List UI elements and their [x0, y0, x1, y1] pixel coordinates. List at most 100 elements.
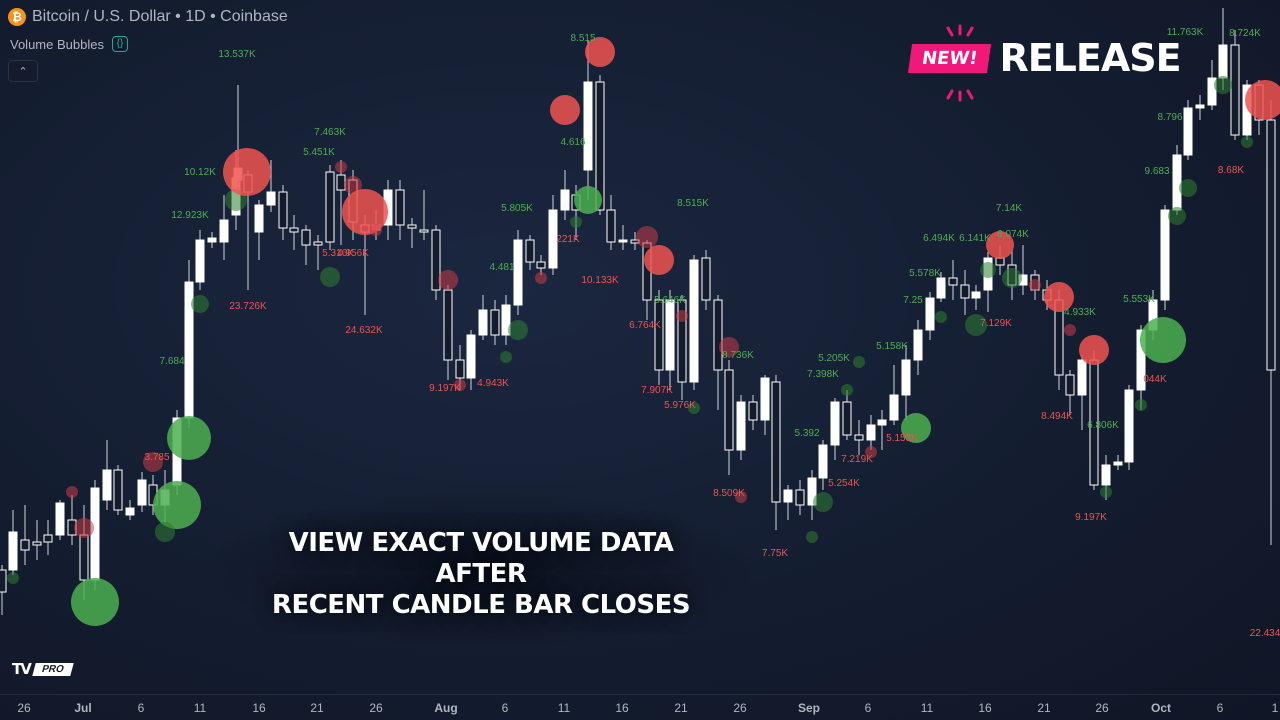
candle	[1195, 95, 1205, 120]
volume-bubble-down[interactable]	[535, 272, 547, 284]
volume-bubble-up[interactable]	[1002, 268, 1022, 288]
volume-bubble-up[interactable]	[153, 481, 201, 529]
candle	[395, 180, 405, 240]
volume-bubble-up[interactable]	[935, 311, 947, 323]
x-tick-label: 21	[1037, 701, 1051, 715]
x-tick-label: 16	[252, 701, 266, 715]
candle	[877, 410, 887, 450]
volume-bubble-down[interactable]	[1079, 335, 1109, 365]
volume-bubble-up[interactable]	[813, 492, 833, 512]
volume-label: 4.956K	[337, 248, 369, 259]
volume-bubble-up[interactable]	[901, 413, 931, 443]
volume-bubble-up[interactable]	[980, 262, 996, 278]
release-title: RELEASE	[999, 36, 1181, 80]
volume-bubble-up[interactable]	[508, 320, 528, 340]
volume-bubble-up[interactable]	[1100, 486, 1112, 498]
source-code-icon[interactable]: {}	[111, 36, 128, 52]
volume-label: 8.509K	[713, 488, 745, 499]
volume-bubble-down[interactable]	[644, 245, 674, 275]
volume-bubble-down[interactable]	[1245, 80, 1280, 120]
volume-bubble-down[interactable]	[438, 270, 458, 290]
collapse-legend-button[interactable]: ⌃	[8, 60, 38, 82]
volume-bubble-up[interactable]	[570, 216, 582, 228]
volume-bubble-down[interactable]	[719, 337, 739, 357]
volume-label: 9.197K	[1075, 512, 1107, 523]
volume-bubble-up[interactable]	[965, 314, 987, 336]
x-tick-label: 6	[502, 701, 509, 715]
volume-bubble-down[interactable]	[342, 189, 388, 235]
volume-label: 4.943K	[477, 378, 509, 389]
x-tick-label: 16	[978, 701, 992, 715]
x-tick-label: Oct	[1151, 701, 1171, 715]
volume-bubble-up[interactable]	[71, 578, 119, 626]
tradingview-icon: TV	[12, 660, 32, 678]
volume-bubble-up[interactable]	[841, 384, 853, 396]
indicator-legend[interactable]: Volume Bubbles {}	[10, 36, 128, 52]
volume-bubble-up[interactable]	[500, 351, 512, 363]
volume-bubble-up[interactable]	[688, 402, 700, 414]
candle	[548, 195, 558, 275]
volume-bubble-down[interactable]	[676, 310, 688, 322]
volume-bubble-down[interactable]	[344, 176, 362, 194]
candle	[724, 360, 734, 475]
volume-bubble-down[interactable]	[335, 161, 347, 173]
x-tick-label: Aug	[434, 701, 457, 715]
volume-label: 8.515K	[677, 198, 709, 209]
volume-bubble-down[interactable]	[585, 37, 615, 67]
volume-label: 6.074K	[997, 229, 1029, 240]
volume-bubble-down[interactable]	[143, 452, 163, 472]
volume-bubble-up[interactable]	[1168, 207, 1186, 225]
symbol-header[interactable]: ₿ Bitcoin / U.S. Dollar • 1D • Coinbase	[8, 8, 288, 26]
volume-bubble-down[interactable]	[370, 224, 382, 236]
volume-label: 5.392	[794, 428, 819, 439]
candle	[67, 495, 77, 545]
candle	[713, 295, 723, 410]
volume-bubble-up[interactable]	[155, 522, 175, 542]
volume-bubble-down[interactable]	[865, 446, 877, 458]
volume-label: 24.632K	[345, 325, 383, 336]
volume-labels: 13.537K 10.12K 12.923K 23.726K 7.463K 5.451K 5…	[144, 27, 1280, 639]
candle	[983, 252, 993, 312]
burst-icon	[946, 24, 974, 102]
candle	[807, 470, 817, 520]
volume-bubble-up[interactable]	[191, 295, 209, 313]
volume-bubble-down[interactable]	[454, 379, 466, 391]
volume-bubble-up[interactable]	[320, 267, 340, 287]
volume-bubble-up[interactable]	[1241, 136, 1253, 148]
x-tick-label: 26	[17, 701, 31, 715]
volume-bubble-down[interactable]	[66, 486, 78, 498]
volume-bubble-up[interactable]	[7, 572, 19, 584]
volume-bubble-up[interactable]	[167, 416, 211, 460]
volume-label: 23.726K	[229, 301, 267, 312]
volume-label: 11.763K	[1167, 27, 1204, 38]
volume-bubble-up[interactable]	[1135, 399, 1147, 411]
candle	[818, 440, 828, 490]
volume-bubble-down[interactable]	[1064, 324, 1076, 336]
volume-bubble-down[interactable]	[223, 148, 271, 196]
volume-bubble-up[interactable]	[853, 356, 865, 368]
candle	[889, 365, 899, 425]
volume-bubble-up[interactable]	[1140, 317, 1186, 363]
volume-bubble-up[interactable]	[806, 531, 818, 543]
volume-label: 6.141K	[959, 233, 991, 244]
caption-line-1: VIEW EXACT VOLUME DATA AFTER	[288, 528, 674, 589]
candle	[936, 272, 946, 302]
volume-bubble-down[interactable]	[1029, 279, 1041, 291]
candle	[20, 505, 30, 565]
volume-bubble-down[interactable]	[735, 491, 747, 503]
volume-bubble-down[interactable]	[636, 226, 658, 248]
volume-bubble-up[interactable]	[574, 186, 602, 214]
candle	[842, 390, 852, 440]
volume-bubble-up[interactable]	[1214, 76, 1232, 94]
candle	[278, 185, 288, 240]
x-tick-label: 21	[674, 701, 688, 715]
chevron-up-icon: ⌃	[18, 65, 28, 78]
volume-bubble-up[interactable]	[1179, 179, 1197, 197]
x-tick-label: Sep	[798, 701, 820, 715]
volume-bubble-down[interactable]	[74, 518, 94, 538]
volume-bubble-down[interactable]	[1044, 282, 1074, 312]
volume-bubble-down[interactable]	[986, 231, 1014, 259]
x-tick-label: 1	[1272, 701, 1279, 715]
volume-bubble-down[interactable]	[550, 95, 580, 125]
